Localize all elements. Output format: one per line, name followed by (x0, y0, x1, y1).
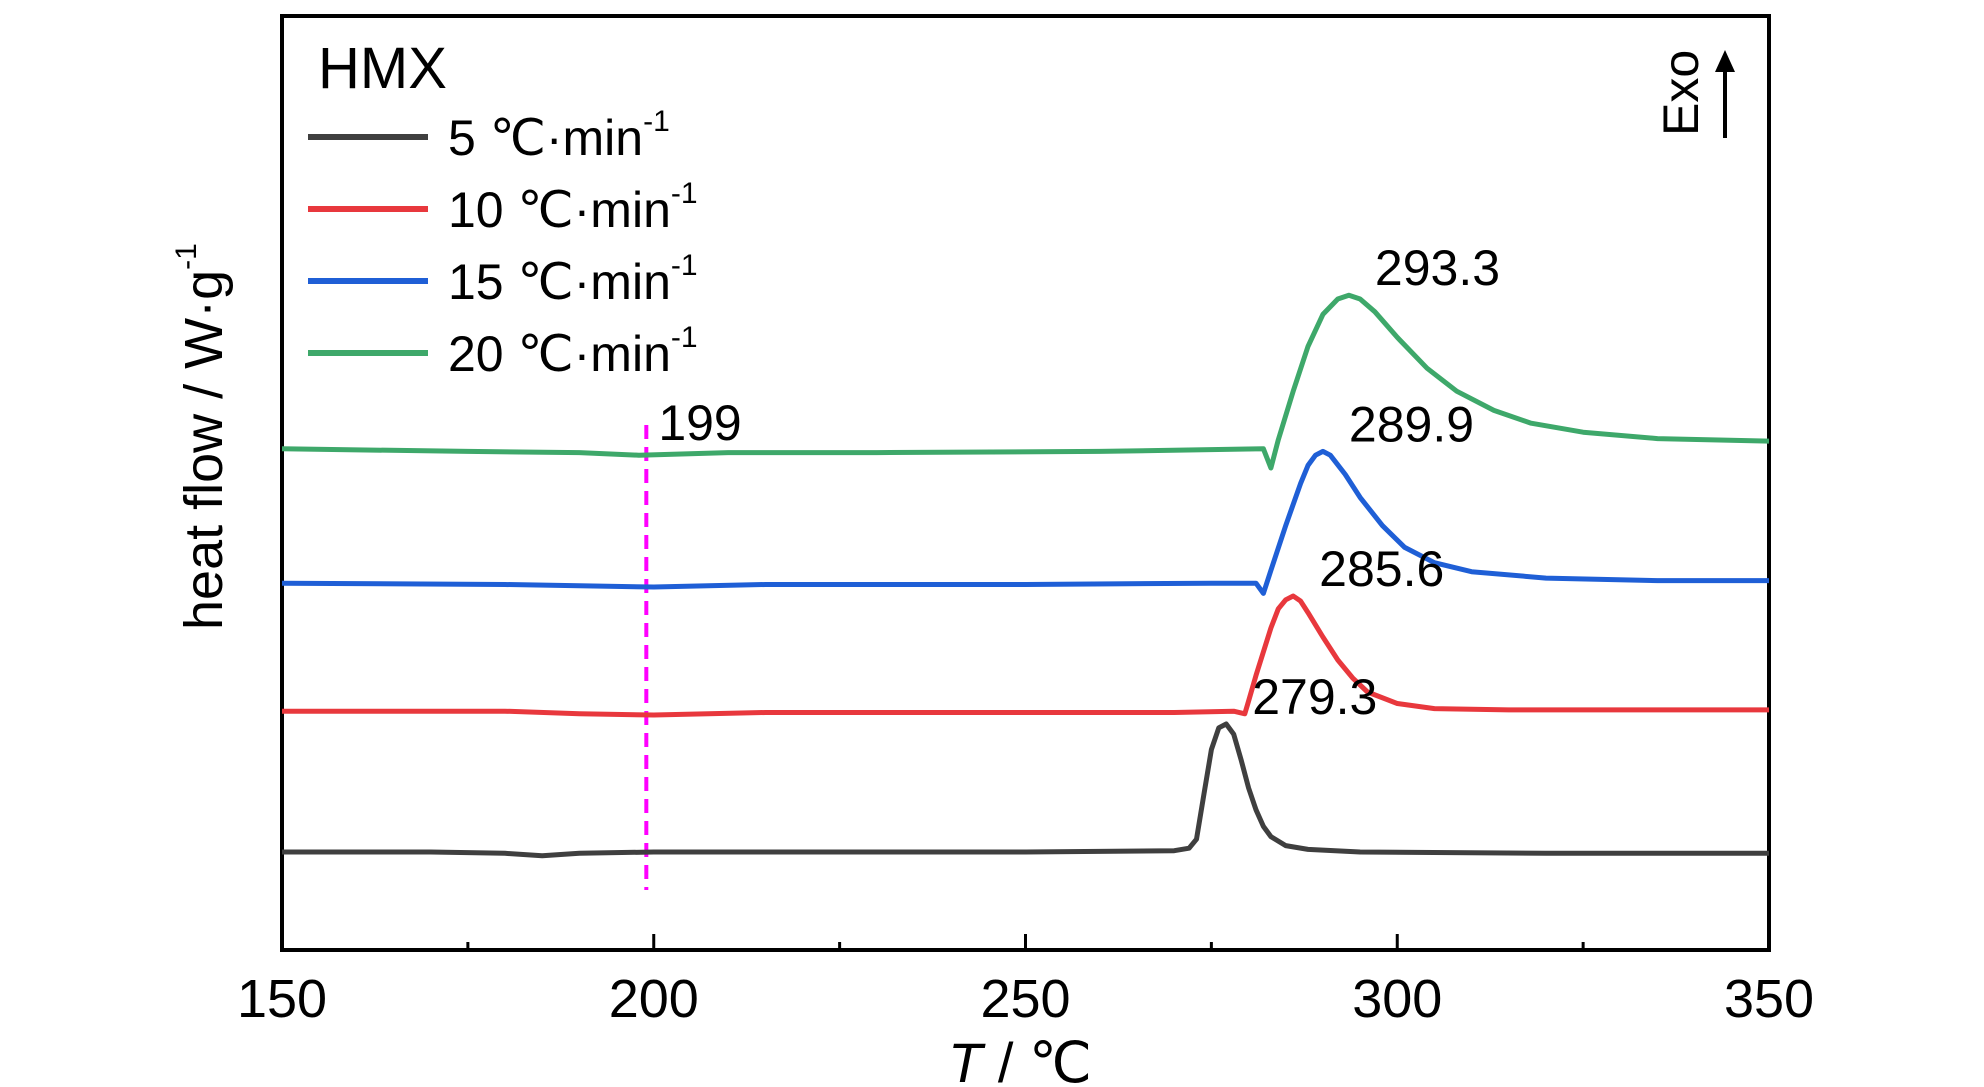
legend-label-main: 20 ℃·min (448, 326, 671, 382)
chart-title: HMX (318, 36, 447, 101)
legend-label-sup: -1 (671, 177, 698, 210)
legend-label-main: 10 ℃·min (448, 182, 671, 238)
legend-label-1: 10 ℃·min-1 (448, 177, 698, 238)
series-lines (281, 292, 1770, 859)
y-axis-label-main: heat flow / W·g (174, 270, 234, 630)
peak-label-0: 279.3 (1252, 669, 1377, 725)
legend-label-sup: -1 (671, 321, 698, 354)
series-line-1 (282, 593, 1769, 718)
legend-label-3: 20 ℃·min-1 (448, 321, 698, 382)
legend-label-main: 15 ℃·min (448, 254, 671, 310)
series-line-2 (281, 448, 1769, 596)
x-axis-label-italic: T (948, 1031, 986, 1087)
legend-label-main: 5 ℃·min (448, 110, 643, 166)
legend-label-0: 5 ℃·min-1 (448, 105, 670, 166)
legend-label-sup: -1 (643, 105, 670, 138)
legend: 5 ℃·min-110 ℃·min-115 ℃·min-120 ℃·min-1 (308, 105, 698, 382)
marker-line-group: 199 (644, 395, 742, 890)
x-tick-label: 200 (609, 969, 699, 1029)
marker-label: 199 (658, 395, 741, 451)
x-axis-label-unit: / ℃ (982, 1031, 1092, 1087)
peak-label-1: 285.6 (1319, 541, 1444, 597)
exo-label: Exo (1653, 50, 1709, 136)
peak-label-3: 293.3 (1375, 240, 1500, 296)
peak-label-2: 289.9 (1349, 396, 1474, 452)
svg-text:heat flow / W·g-1: heat flow / W·g-1 (170, 243, 234, 630)
x-tick-label: 250 (980, 969, 1070, 1029)
legend-label-sup: -1 (671, 249, 698, 282)
y-axis-label: heat flow / W·g-1 (170, 243, 234, 630)
y-axis-label-sup: -1 (170, 243, 203, 270)
x-axis-ticks: 150 200 250 300 350 (237, 934, 1814, 1029)
series-line-3 (281, 292, 1770, 471)
x-tick-label: 150 (237, 969, 327, 1029)
series-line-0 (282, 721, 1769, 859)
peak-labels: 279.3 285.6 289.9 293.3 (1252, 240, 1500, 725)
legend-label-2: 15 ℃·min-1 (448, 249, 698, 310)
x-tick-label: 300 (1352, 969, 1442, 1029)
x-tick-label: 350 (1724, 969, 1814, 1029)
exo-indicator: Exo (1653, 50, 1735, 138)
x-axis-label: T / ℃ (948, 1031, 1092, 1087)
exo-arrow-head-icon (1715, 50, 1735, 72)
